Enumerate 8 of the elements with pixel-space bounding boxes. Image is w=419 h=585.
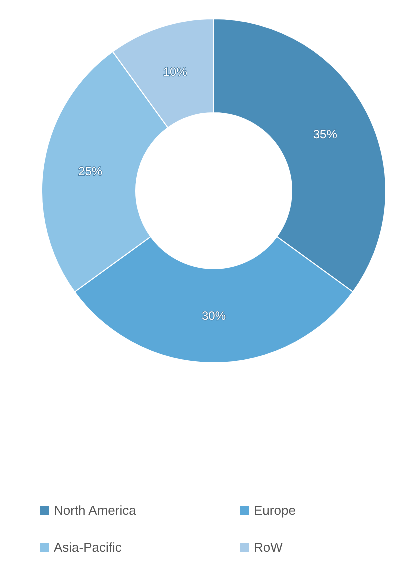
data-label: 10% <box>163 65 188 80</box>
legend-label: Asia-Pacific <box>54 540 122 555</box>
legend-label: RoW <box>254 540 283 555</box>
data-label: 25% <box>78 164 103 178</box>
legend-label: Europe <box>254 503 296 518</box>
legend-label: North America <box>54 503 136 518</box>
data-label: 30% <box>202 309 226 323</box>
data-label: 35% <box>313 127 338 142</box>
